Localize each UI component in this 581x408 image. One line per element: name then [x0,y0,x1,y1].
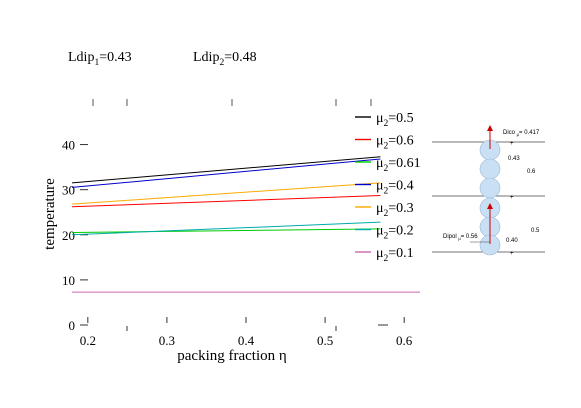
inset-dimension: 0.6 [527,169,536,175]
x-tick-label: 0.3 [159,333,175,348]
arrow-head [487,203,493,209]
series-lines [71,156,420,293]
y-tick-label: 30 [62,183,75,198]
series-line-0 [71,156,381,184]
y-axis-label: temperature [42,178,58,250]
y-tick-label: 10 [62,273,75,288]
x-tick-label: 0.4 [238,333,255,348]
x-axis-label: packing fraction η [177,348,287,364]
x-tick-label: 0.5 [317,333,333,348]
legend-label: μ2=0.1 [376,246,414,264]
series-line-1 [71,195,381,208]
molecule-inset: + + + Dico μ= 0.417 Dipol μ= 0.56 0.43 0.6 0.5 0… [432,125,545,257]
inset-dimension: 0.43 [508,156,520,162]
legend-label: μ2=0.3 [376,201,414,219]
top-axis-ticks [92,99,372,106]
top-label-1: Ldip1=0.43 [68,50,132,68]
inset-dipole-top: Dico μ= 0.417 [503,130,540,137]
y-tick-label: 40 [62,138,75,153]
x-tick-label: 0.2 [80,333,96,348]
inset-marker: + [510,141,514,147]
series-line-3 [71,158,381,188]
x-tick-label: 0.6 [396,333,413,348]
series-line-4 [71,182,381,205]
series-line-2 [71,228,381,234]
top-label-2: Ldip2=0.48 [193,50,257,68]
legend-label: μ2=0.6 [376,134,414,152]
top-labels: Ldip1=0.43 Ldip2=0.48 [68,50,257,68]
sphere [479,177,501,199]
arrow-head [487,125,493,131]
legend-label: μ2=0.4 [376,179,414,197]
legend-label: μ2=0.2 [376,224,414,242]
axes: 0.2 0.3 0.4 0.5 0.6 0 10 20 30 40 [62,138,413,348]
y-tick-label: 20 [62,228,75,243]
legend-label: μ2=0.5 [376,111,414,129]
y-tick-label: 0 [69,318,76,333]
sphere [479,158,501,180]
inset-dipole-bottom: Dipol μ= 0.56 [443,234,478,241]
inset-dimension: 0.5 [531,228,540,234]
inset-marker: + [510,195,514,201]
series-line-5 [71,221,381,236]
legend-label: μ2=0.61 [376,156,421,174]
inset-dimension: 0.40 [506,238,518,244]
inset-marker: + [510,251,514,257]
legend: μ2=0.5 μ2=0.6 μ2=0.61 μ2=0.4 μ2=0.3 μ2=0.2 μ2=… [355,111,421,264]
